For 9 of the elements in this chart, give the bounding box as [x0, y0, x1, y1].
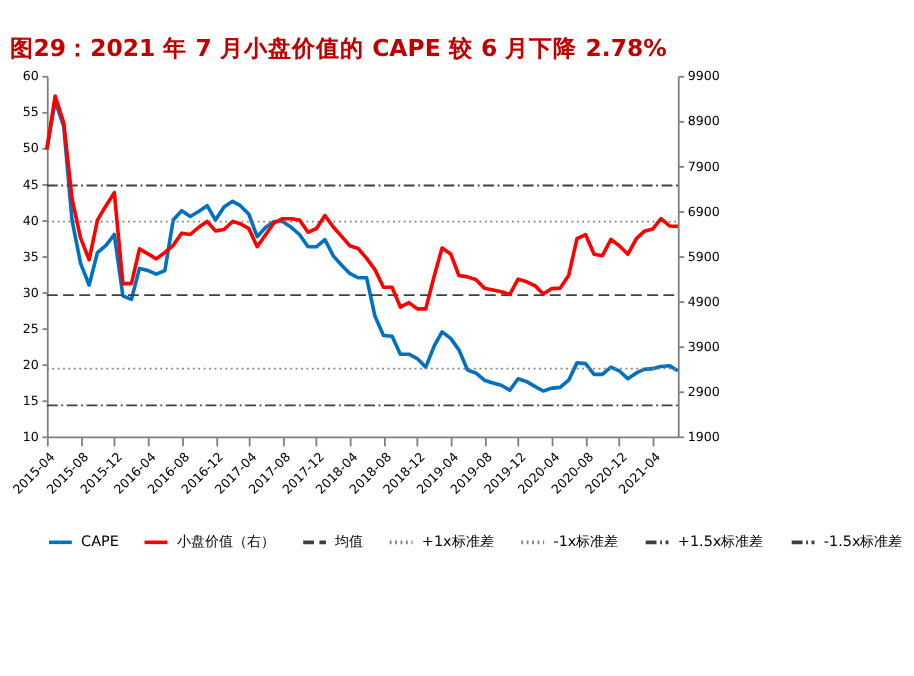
chart-title: 图29：2021 年 7 月小盘价值的 CAPE 较 6 月下降 2.78% [9, 34, 668, 63]
legend-label: +1x标准差 [421, 531, 494, 550]
legend-label: 小盘价值（右） [176, 531, 275, 550]
legend-label: -1x标准差 [553, 531, 619, 550]
legend-label: 均值 [333, 531, 364, 550]
legend-label: -1.5x标准差 [823, 531, 903, 550]
legend-label: +1.5x标准差 [677, 531, 764, 550]
legend-label: CAPE [81, 531, 120, 550]
line-series [45, 94, 680, 311]
